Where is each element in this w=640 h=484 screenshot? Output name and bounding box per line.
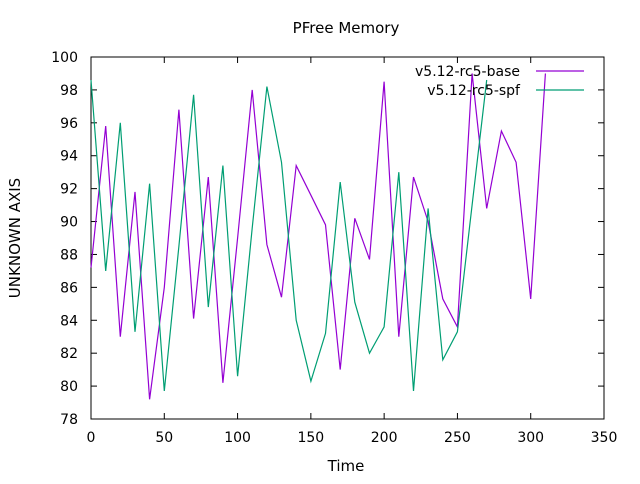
y-tick-label: 84 (60, 313, 78, 329)
y-tick-label: 82 (60, 346, 78, 362)
x-tick-label: 50 (155, 430, 173, 446)
y-tick-label: 94 (60, 149, 78, 165)
chart-title: PFree Memory (293, 19, 400, 37)
x-tick-label: 350 (591, 430, 618, 446)
series-layer (90, 73, 546, 400)
legend-label-1: v5.12-rc5-base (415, 64, 520, 80)
y-tick-label: 78 (60, 412, 78, 428)
x-tick-label: 150 (297, 430, 324, 446)
x-tick-label: 0 (87, 430, 96, 446)
y-tick-label: 88 (60, 247, 78, 263)
x-tick-label: 300 (517, 430, 544, 446)
legend: v5.12-rc5-base v5.12-rc5-spf (415, 64, 584, 99)
legend-label-2: v5.12-rc5-spf (427, 83, 521, 99)
y-tick-label: 92 (60, 182, 78, 198)
x-tick-label: 200 (371, 430, 398, 446)
x-tick-label: 100 (224, 430, 251, 446)
axes: 0 50 100 150 200 250 300 350 78 80 82 84 86 88 90 92 94 9… (51, 50, 617, 446)
y-tick-label: 98 (60, 83, 78, 99)
y-tick-label: 80 (60, 379, 78, 395)
series-line-1 (90, 73, 546, 400)
y-tick-label: 90 (60, 215, 78, 231)
series-line-2 (90, 79, 488, 392)
y-tick-label: 96 (60, 116, 78, 132)
y-tick-label: 86 (60, 280, 78, 296)
y-tick-label: 100 (51, 50, 78, 66)
x-tick-label: 250 (444, 430, 471, 446)
x-axis-label: Time (327, 457, 365, 475)
y-axis-label: UNKNOWN AXIS (6, 178, 24, 298)
plot-border (90, 56, 605, 420)
